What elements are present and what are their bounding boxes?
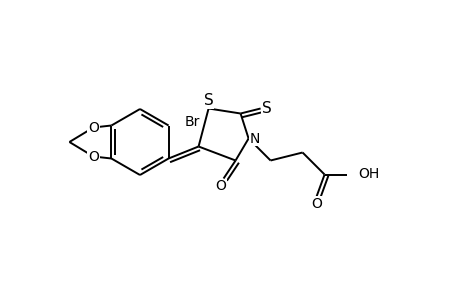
Text: S: S xyxy=(203,93,213,108)
Text: Br: Br xyxy=(184,115,200,128)
Text: O: O xyxy=(310,196,321,211)
Text: O: O xyxy=(88,121,99,134)
Text: O: O xyxy=(215,179,225,194)
Text: N: N xyxy=(249,131,259,146)
Text: OH: OH xyxy=(358,167,379,182)
Text: O: O xyxy=(88,149,99,164)
Text: S: S xyxy=(261,101,271,116)
